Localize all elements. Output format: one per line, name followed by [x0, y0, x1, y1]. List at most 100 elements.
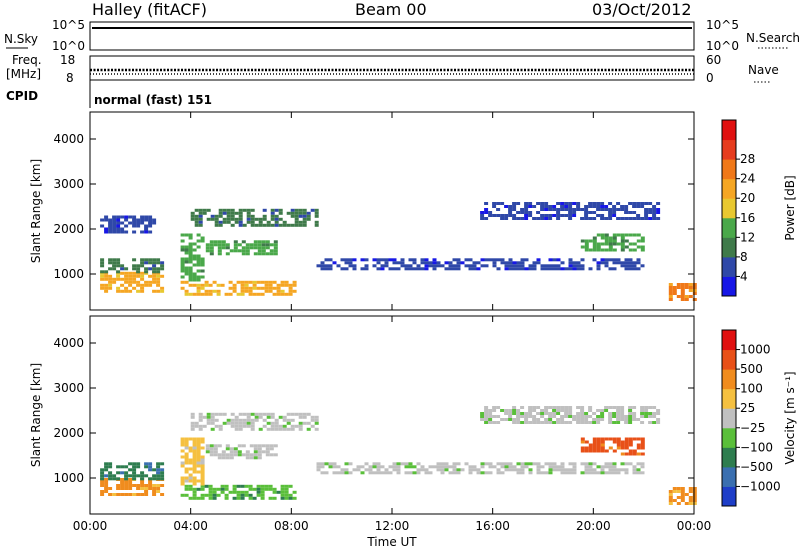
power-cell [604, 258, 609, 262]
power-cell [592, 205, 597, 208]
power-cell [572, 264, 577, 268]
velocity-cell [268, 496, 273, 500]
power-cell [184, 289, 189, 293]
power-cell [564, 208, 569, 211]
velocity-cell [344, 468, 349, 472]
velocity-cell [242, 412, 247, 416]
velocity-cell [688, 490, 693, 493]
power-cell [116, 215, 121, 219]
power-cell [264, 289, 269, 293]
power-cell [512, 261, 517, 265]
velocity-cell [540, 421, 545, 424]
power-cell [120, 289, 125, 293]
velocity-cell [200, 455, 205, 459]
velocity-cell [580, 421, 585, 424]
velocity-cell [480, 462, 485, 466]
velocity-cell [492, 409, 497, 412]
velocity-cell [648, 421, 653, 424]
velocity-cell [528, 415, 533, 418]
velocity-cell [620, 409, 625, 412]
velocity-cell [468, 465, 473, 469]
power-cell [302, 214, 307, 218]
velocity-cell [194, 424, 199, 428]
power-cell [298, 208, 303, 212]
velocity-cell [584, 415, 589, 418]
velocity-cell [136, 465, 141, 469]
power-cell [190, 214, 195, 218]
power-cell [668, 298, 673, 301]
velocity-cell [692, 487, 697, 490]
velocity-cell [604, 437, 609, 441]
power-cell [242, 223, 247, 227]
velocity-cell [340, 471, 345, 475]
power-cell [233, 240, 238, 244]
power-cell [226, 220, 231, 224]
velocity-cell [210, 418, 215, 422]
power-cell [100, 270, 105, 274]
velocity-cell [252, 496, 257, 500]
velocity-cell [448, 471, 453, 475]
x-axis-label: Time UT [366, 535, 417, 549]
velocity-cell [156, 477, 161, 481]
velocity-cell [152, 468, 157, 472]
power-cell [136, 264, 141, 268]
power-cell [226, 217, 231, 221]
velocity-cell [265, 450, 270, 454]
power-cell [156, 280, 161, 284]
power-cell [648, 202, 653, 205]
velocity-cell [196, 443, 201, 447]
power-cell [600, 205, 605, 208]
velocity-cell [528, 462, 533, 466]
power-cell [253, 246, 258, 250]
velocity-cell [580, 462, 585, 466]
power-cell [156, 277, 161, 281]
velocity-cell [230, 418, 235, 422]
power-cell [198, 208, 203, 212]
velocity-cell [274, 418, 279, 422]
velocity-cell [504, 462, 509, 466]
power-cell [196, 278, 201, 282]
velocity-cell [592, 462, 597, 466]
power-cell [222, 220, 227, 224]
power-cell [156, 283, 161, 287]
velocity-cell [620, 418, 625, 421]
velocity-cell [628, 412, 633, 415]
velocity-cell [180, 482, 185, 486]
velocity-cell [288, 493, 293, 497]
velocity-cell [412, 465, 417, 469]
velocity-cell [156, 465, 161, 469]
power-cell [152, 264, 157, 268]
velocity-cell [269, 447, 274, 451]
velocity-cell [612, 415, 617, 418]
power-cell [604, 261, 609, 265]
power-cell [616, 217, 621, 220]
velocity-cell [200, 467, 205, 471]
power-cell [632, 264, 637, 268]
velocity-cell [232, 487, 237, 491]
velocity-cell [624, 415, 629, 418]
velocity-cell [532, 421, 537, 424]
power-cell [320, 267, 325, 271]
velocity-cell [448, 465, 453, 469]
velocity-cell [676, 487, 681, 490]
power-cell [520, 211, 525, 214]
velocity-cell [608, 406, 613, 409]
velocity-cell [249, 453, 254, 457]
power-cell [286, 223, 291, 227]
velocity-cell [548, 415, 553, 418]
velocity-cell [584, 440, 589, 444]
nsearch-label: N.Search [746, 31, 800, 45]
power-cell [612, 242, 617, 246]
velocity-cell [608, 437, 613, 441]
power-cell [218, 211, 223, 215]
velocity-cell [616, 443, 621, 447]
velocity-cell [612, 412, 617, 415]
power-cell [258, 220, 263, 224]
power-cell [229, 249, 234, 253]
power-cell [620, 261, 625, 265]
velocity-cell [200, 496, 205, 500]
power-cell [136, 218, 141, 222]
velocity-cell [116, 493, 121, 496]
velocity-cell [632, 471, 637, 475]
velocity-cell [124, 484, 129, 487]
